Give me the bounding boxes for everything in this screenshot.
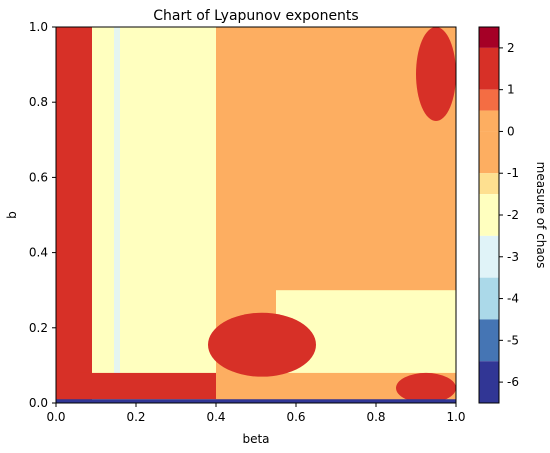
colorbar-tick-label: 0 (507, 124, 515, 138)
colorbar-segment (479, 27, 499, 48)
heatmap-region (56, 27, 92, 403)
heatmap-region (396, 372, 456, 403)
colorbar-segment (479, 235, 499, 278)
heatmap-region (76, 372, 216, 400)
colorbar-segment (479, 319, 499, 362)
y-tick-label: 0.6 (29, 170, 48, 184)
y-tick-label: 0.4 (29, 246, 48, 260)
heatmap-region (416, 27, 456, 121)
x-tick-label: 1.0 (446, 410, 465, 424)
colorbar-segment (479, 173, 499, 195)
colorbar-tick-label: -5 (507, 333, 519, 347)
colorbar-segment (479, 47, 499, 90)
colorbar-segment (479, 277, 499, 320)
colorbar-tick-label: 1 (507, 83, 515, 97)
y-tick-label: 0.2 (29, 321, 48, 335)
colorbar-segment (479, 194, 499, 236)
heatmap-region (92, 27, 216, 403)
heatmap-region (56, 399, 456, 403)
x-tick-label: 0.0 (46, 410, 65, 424)
colorbar-tick-label: -6 (507, 375, 519, 389)
colorbar-segment (479, 110, 499, 132)
x-tick-label: 0.4 (206, 410, 225, 424)
y-axis-label: b (5, 211, 19, 219)
y-tick-label: 0.0 (29, 396, 48, 410)
x-tick-label: 0.6 (286, 410, 305, 424)
y-tick-label: 0.8 (29, 95, 48, 109)
heatmap-region (114, 27, 120, 385)
colorbar-tick-label: -4 (507, 292, 519, 306)
colorbar-ticks: 2 1 0 -1 -2 -3 -4 -5 -6 (499, 41, 519, 389)
colorbar-tick-label: -2 (507, 208, 519, 222)
chart-title: Chart of Lyapunov exponents (153, 8, 358, 24)
colorbar-segment (479, 361, 499, 403)
colorbar-label: measure of chaos (534, 162, 548, 269)
plot-frame (55, 26, 457, 404)
x-axis-label: beta (242, 432, 269, 446)
heatmap-region (208, 312, 316, 377)
x-tick-label: 0.8 (366, 410, 385, 424)
y-axis: 0.0 0.2 0.4 0.6 0.8 1.0 (29, 20, 56, 410)
colorbar-tick-label: -3 (507, 250, 519, 264)
colorbar-segment (479, 131, 499, 174)
x-axis: 0.0 0.2 0.4 0.6 0.8 1.0 (46, 403, 466, 424)
colorbar-tick-label: 2 (507, 41, 515, 55)
colorbar-segment (479, 89, 499, 111)
y-tick-label: 1.0 (29, 20, 48, 34)
x-tick-label: 0.2 (126, 410, 145, 424)
colorbar (479, 27, 499, 403)
heatmap-area (56, 27, 456, 403)
colorbar-tick-label: -1 (507, 166, 519, 180)
heatmap-region (216, 27, 436, 291)
